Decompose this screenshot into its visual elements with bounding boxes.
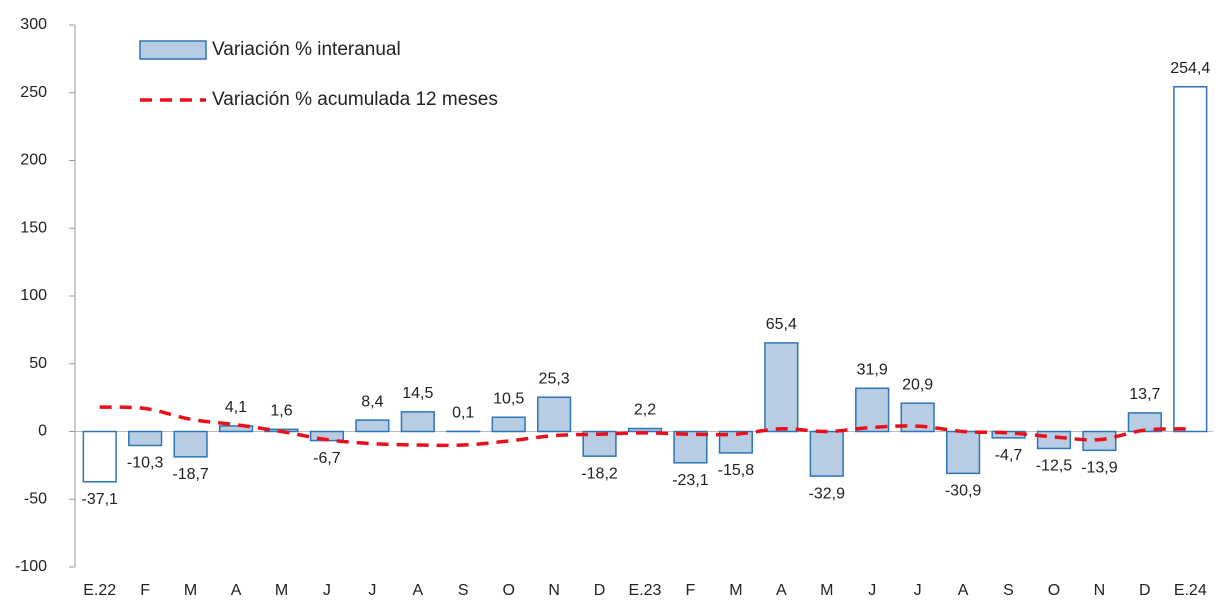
bar [173,430,208,458]
y-tick-label: 50 [29,355,47,372]
x-tick-label: O [502,582,514,599]
x-tick-label: N [548,582,560,599]
data-label: 8,4 [361,393,383,410]
bar [491,416,526,433]
legend-label: Variación % acumulada 12 meses [212,89,498,110]
bar [855,387,890,433]
x-tick-label: M [729,582,742,599]
x-tick-label: E.24 [1174,582,1207,599]
data-label: 254,4 [1170,60,1210,77]
data-label: 13,7 [1129,386,1160,403]
y-tick-label: 200 [20,152,47,169]
data-label: 25,3 [539,370,570,387]
data-label: 0,1 [452,405,474,422]
y-tick-label: -100 [15,558,47,575]
line [99,405,1191,448]
y-tick-label: 100 [20,287,47,304]
x-tick-label: N [1094,582,1106,599]
bar [627,427,663,433]
bar [764,342,799,433]
data-label: -10,3 [127,455,164,472]
x-tick-label: M [275,582,288,599]
y-tick-label: -50 [24,490,47,507]
data-label: -18,7 [172,466,209,483]
data-label: 31,9 [857,361,888,378]
data-label: -18,2 [581,465,618,482]
x-tick-label: A [958,582,969,599]
legend-label: Variación % interanual [212,39,401,60]
bar [400,411,435,433]
data-label: 1,6 [270,403,292,420]
data-label: -13,9 [1081,460,1118,477]
x-tick-label: F [140,582,150,599]
x-tick-label: M [184,582,197,599]
bar [582,430,617,457]
y-tick-label: 250 [20,84,47,101]
x-tick-label: E.23 [629,582,662,599]
x-tick-label: S [458,582,469,599]
x-tick-label: D [1139,582,1151,599]
x-tick-label: E.22 [83,582,116,599]
x-tick-label: D [594,582,606,599]
bar [1173,86,1208,433]
bar [809,430,844,477]
y-tick-label: 300 [20,16,47,33]
x-tick-label: A [412,582,423,599]
y-tick-label: 0 [38,423,47,440]
bar [673,430,708,464]
y-tick-label: 150 [20,219,47,236]
x-tick-label: F [686,582,696,599]
data-label: -23,1 [672,472,709,489]
data-label: -37,1 [81,491,118,508]
bar [945,430,981,475]
data-label: 4,1 [225,399,247,416]
x-tick-label: O [1048,582,1060,599]
data-label: 20,9 [902,376,933,393]
bar [218,425,254,433]
data-label: -15,8 [718,462,755,479]
bar [355,419,390,433]
bar [537,396,572,433]
data-label: -30,9 [945,483,982,500]
x-tick-label: M [820,582,833,599]
bar [82,430,117,483]
x-tick-label: J [868,582,876,599]
data-label: 65,4 [766,316,797,333]
x-tick-label: J [368,582,376,599]
data-label: -32,9 [809,485,846,502]
bar [1036,430,1072,450]
data-label: -12,5 [1036,458,1073,475]
data-label: -4,7 [995,447,1023,464]
x-tick-label: A [231,582,242,599]
legend-swatch [139,40,207,60]
x-tick-label: S [1003,582,1014,599]
bar [128,430,163,447]
data-label: 2,2 [634,402,656,419]
data-label: 14,5 [402,385,433,402]
x-tick-label: A [776,582,787,599]
bar [718,430,753,454]
x-tick-label: J [914,582,922,599]
data-label: -6,7 [313,450,341,467]
x-tick-label: J [323,582,331,599]
data-label: 10,5 [493,390,524,407]
